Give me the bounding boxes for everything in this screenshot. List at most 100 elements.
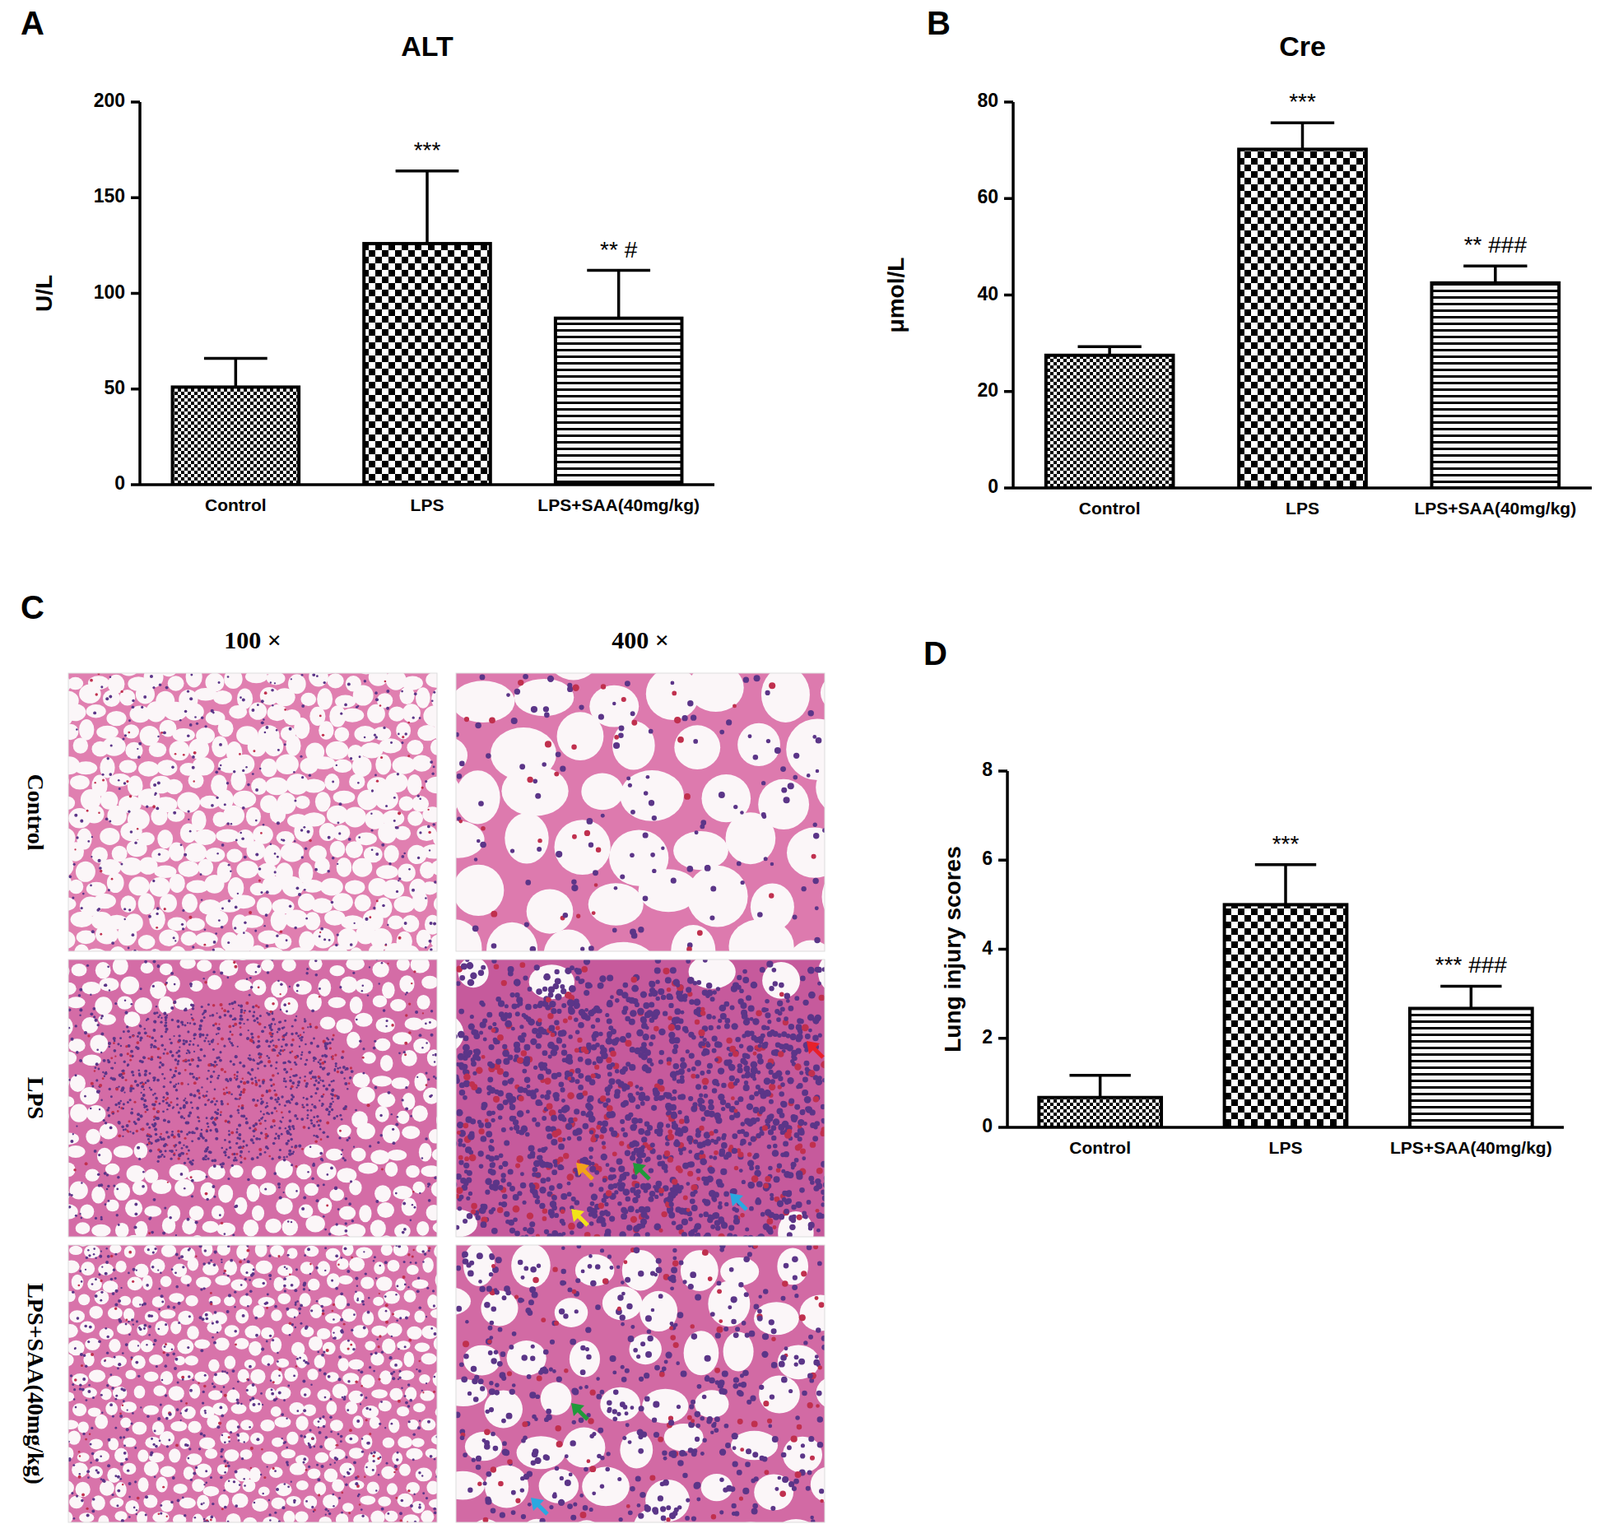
- alveolus: [106, 1200, 120, 1213]
- nucleus: [239, 1080, 242, 1084]
- micrograph: [455, 673, 825, 952]
- nucleus: [380, 756, 383, 759]
- nucleus: [237, 1105, 241, 1108]
- nucleus: [133, 1101, 136, 1104]
- nucleus: [69, 1139, 74, 1144]
- nucleus: [280, 838, 284, 842]
- nucleus: [256, 1067, 259, 1070]
- tissue-bg: [68, 959, 438, 1238]
- alveolus: [330, 841, 346, 858]
- nucleus: [180, 843, 183, 847]
- nucleus: [490, 911, 498, 918]
- alveolus: [167, 916, 187, 931]
- nucleus: [157, 735, 159, 738]
- nucleus: [275, 1100, 279, 1103]
- alveolus: [274, 934, 293, 950]
- alveolus: [294, 795, 310, 810]
- alveolus: [380, 1055, 394, 1072]
- nucleus: [300, 1053, 303, 1056]
- alveolus: [348, 773, 365, 790]
- nucleus: [674, 716, 681, 724]
- alveolus: [372, 1075, 392, 1087]
- nucleus: [627, 783, 633, 788]
- nucleus: [196, 1065, 200, 1069]
- nucleus: [374, 691, 378, 695]
- nucleus: [227, 899, 232, 903]
- nucleus: [122, 1030, 126, 1033]
- nucleus: [114, 1055, 117, 1057]
- nucleus: [265, 1128, 267, 1131]
- alveolus: [433, 894, 438, 914]
- nucleus: [312, 1162, 316, 1166]
- nucleus: [283, 1158, 287, 1163]
- error-cap: [1270, 120, 1335, 125]
- nucleus: [188, 1063, 191, 1066]
- nucleus: [807, 710, 814, 717]
- nucleus: [384, 944, 387, 947]
- alveolus: [99, 859, 122, 876]
- nucleus: [190, 1058, 194, 1062]
- alveolus: [209, 948, 226, 952]
- nucleus: [186, 690, 190, 694]
- alveolus: [308, 673, 329, 688]
- nucleus: [317, 1075, 321, 1079]
- alveolus: [73, 737, 89, 754]
- nucleus: [328, 1105, 332, 1109]
- alveolus: [269, 805, 286, 824]
- nucleus: [700, 819, 707, 826]
- nucleus: [329, 1046, 332, 1050]
- alveolus: [68, 1018, 74, 1037]
- nucleus: [255, 819, 258, 823]
- alveolus: [377, 823, 397, 844]
- alveolus: [68, 1204, 79, 1220]
- nucleus: [111, 1066, 114, 1070]
- nucleus: [184, 1097, 187, 1100]
- nucleus: [140, 1127, 145, 1131]
- alveolus: [670, 925, 716, 952]
- nucleus: [337, 821, 340, 824]
- alveolus: [382, 1125, 400, 1144]
- nucleus: [398, 1051, 401, 1055]
- nucleus: [396, 772, 400, 776]
- nucleus: [186, 1153, 189, 1156]
- nucleus: [553, 772, 559, 777]
- nucleus: [396, 1116, 400, 1119]
- nucleus: [412, 716, 415, 720]
- alveolus: [75, 861, 96, 883]
- alveolus: [223, 673, 243, 689]
- alveolus: [344, 880, 365, 895]
- nucleus: [330, 1088, 335, 1092]
- alveolus: [163, 702, 188, 721]
- nucleus: [382, 726, 386, 730]
- alveolus: [134, 997, 153, 1014]
- nucleus: [177, 1083, 180, 1085]
- nucleus: [106, 965, 110, 968]
- nucleus: [243, 920, 247, 924]
- x-tick-label: LPS: [1285, 498, 1320, 518]
- nucleus: [307, 1051, 312, 1055]
- nucleus: [306, 1116, 309, 1120]
- nucleus: [212, 1004, 216, 1008]
- alveolus: [333, 759, 353, 773]
- y-tick-label: 0: [981, 1115, 993, 1137]
- nucleus: [358, 836, 361, 839]
- error-bar: [617, 270, 621, 319]
- alveolus: [401, 915, 419, 933]
- nucleus: [485, 753, 492, 759]
- alveolus: [113, 1145, 134, 1159]
- nucleus: [267, 1013, 271, 1017]
- nucleus: [320, 1058, 322, 1061]
- nucleus: [409, 1219, 413, 1223]
- alveolus: [317, 1198, 332, 1215]
- alveolus: [99, 827, 120, 846]
- nucleus: [400, 855, 405, 859]
- nucleus: [218, 743, 223, 747]
- nucleus: [391, 1128, 395, 1131]
- alveolus: [387, 915, 405, 930]
- nucleus: [284, 1085, 288, 1089]
- nucleus: [139, 1025, 142, 1028]
- alveolus: [251, 1166, 267, 1181]
- nucleus: [121, 1135, 124, 1138]
- nucleus: [200, 1048, 204, 1052]
- alveolus: [263, 844, 282, 866]
